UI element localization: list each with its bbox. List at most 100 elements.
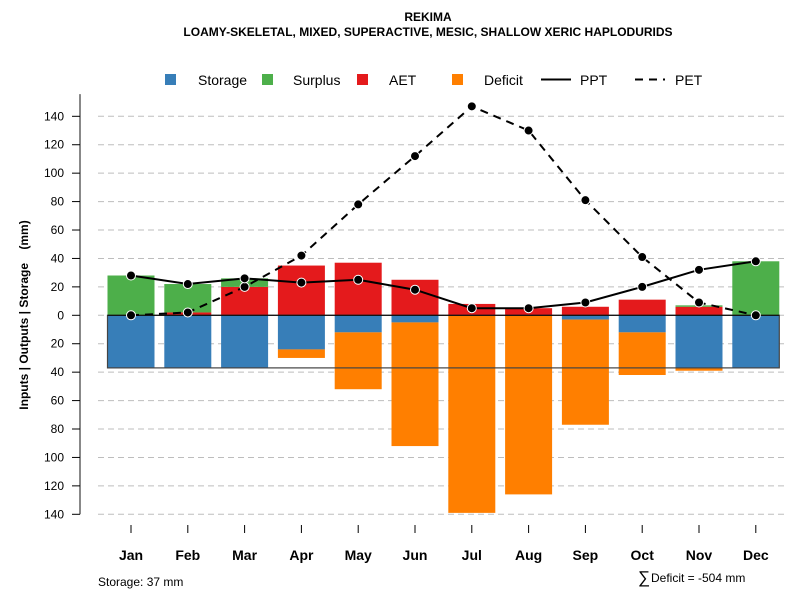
storage-bar (221, 315, 269, 368)
x-tick-label: Jul (462, 547, 482, 563)
surplus-bar (732, 261, 780, 316)
surplus-bar (107, 275, 155, 316)
legend: Storage Surplus AET Deficit PPT PET (165, 72, 703, 88)
deficit-bar (675, 367, 723, 371)
deficit-bar (448, 315, 496, 513)
y-tick-label: 120 (44, 138, 64, 152)
ppt-point (126, 270, 136, 281)
y-tick-label: 20 (51, 280, 65, 294)
x-tick-label: Apr (289, 547, 314, 563)
storage-bar (391, 315, 439, 323)
legend-item: Surplus (262, 72, 340, 88)
legend-item: Deficit (452, 72, 523, 88)
bars (107, 261, 780, 513)
legend-label: AET (389, 72, 417, 88)
storage-bar (277, 315, 325, 350)
ppt-point (353, 274, 364, 285)
legend-item: PPT (541, 72, 608, 88)
lines (126, 101, 761, 321)
y-tick-label: 100 (44, 450, 64, 464)
deficit-note: Deficit = -504 mm (651, 571, 745, 585)
y-tick-label: 0 (57, 308, 64, 322)
aet-bar (675, 306, 723, 316)
legend-swatch (452, 74, 463, 85)
y-tick-label: 60 (51, 223, 65, 237)
pet-point (410, 151, 420, 162)
legend-label: PPT (580, 72, 608, 88)
legend-swatch (165, 74, 176, 85)
aet-bar (561, 306, 609, 316)
x-tick-label: May (345, 547, 372, 563)
pet-point (466, 101, 477, 112)
ppt-line (130, 260, 756, 310)
x-tick-label: Mar (232, 547, 257, 563)
y-tick-label: 80 (51, 195, 65, 209)
aet-bar (334, 262, 382, 316)
pet-point (580, 195, 591, 206)
storage-note: Storage: 37 mm (98, 575, 183, 589)
gridlines (98, 115, 785, 515)
x-tick-label: Jan (119, 547, 143, 563)
pet-point (523, 125, 534, 136)
deficit-bar (334, 332, 382, 390)
chart-subtitle: LOAMY-SKELETAL, MIXED, SUPERACTIVE, MESI… (183, 25, 672, 39)
x-axis: Jan Feb Mar Apr May Jun Jul Aug Sep Oct Nov Dec (119, 525, 769, 563)
ppt-point (182, 279, 193, 290)
chart-title: REKIMA (404, 10, 452, 24)
y-axis: 140 120 100 80 60 40 20 0 20 40 60 80 100 120 140 (44, 94, 81, 521)
aet-bar (618, 299, 666, 316)
ppt-point (523, 303, 534, 314)
y-tick-label: 140 (44, 507, 64, 521)
pet-point (239, 281, 250, 292)
deficit-bar (618, 332, 666, 375)
ppt-point (637, 281, 648, 292)
y-axis-title: Inputs | Outputs | Storage (mm) (17, 220, 31, 409)
x-tick-label: Nov (686, 547, 713, 563)
x-tick-label: Jun (403, 547, 428, 563)
ppt-point (466, 303, 477, 314)
ppt-point (750, 256, 761, 267)
x-tick-label: Dec (743, 547, 769, 563)
ppt-point (296, 277, 307, 288)
legend-label: PET (675, 72, 703, 88)
legend-item: Storage (165, 72, 247, 88)
legend-label: Surplus (293, 72, 340, 88)
pet-point (182, 307, 193, 318)
pet-point (126, 310, 136, 321)
x-tick-label: Oct (631, 547, 655, 563)
legend-swatch (357, 74, 368, 85)
legend-item: AET (357, 72, 417, 88)
ppt-point (694, 264, 704, 275)
y-tick-label: 140 (44, 109, 64, 123)
ppt-point (580, 297, 591, 308)
y-tick-label: 60 (51, 394, 65, 408)
pet-point (296, 250, 307, 261)
legend-item: PET (635, 72, 703, 88)
storage-bar (618, 315, 666, 333)
pet-point (694, 297, 704, 308)
storage-bar (334, 315, 382, 333)
storage-bar (675, 315, 723, 368)
y-tick-label: 40 (51, 251, 65, 265)
x-tick-label: Sep (573, 547, 599, 563)
y-tick-label: 20 (51, 337, 65, 351)
aet-bar (277, 265, 325, 316)
y-tick-label: 40 (51, 365, 65, 379)
legend-label: Storage (198, 72, 247, 88)
deficit-bar (391, 322, 439, 447)
deficit-bar (277, 349, 325, 358)
storage-bar (732, 315, 780, 368)
legend-swatch (262, 74, 273, 85)
x-tick-label: Aug (515, 547, 542, 563)
ppt-point (410, 284, 420, 295)
legend-label: Deficit (484, 72, 523, 88)
storage-bar (164, 315, 212, 368)
storage-bar (561, 315, 609, 320)
deficit-bar (561, 319, 609, 425)
pet-point (637, 252, 648, 263)
ppt-point (239, 273, 250, 284)
deficit-bar (505, 315, 553, 495)
y-tick-label: 80 (51, 422, 65, 436)
x-tick-label: Feb (175, 547, 200, 563)
